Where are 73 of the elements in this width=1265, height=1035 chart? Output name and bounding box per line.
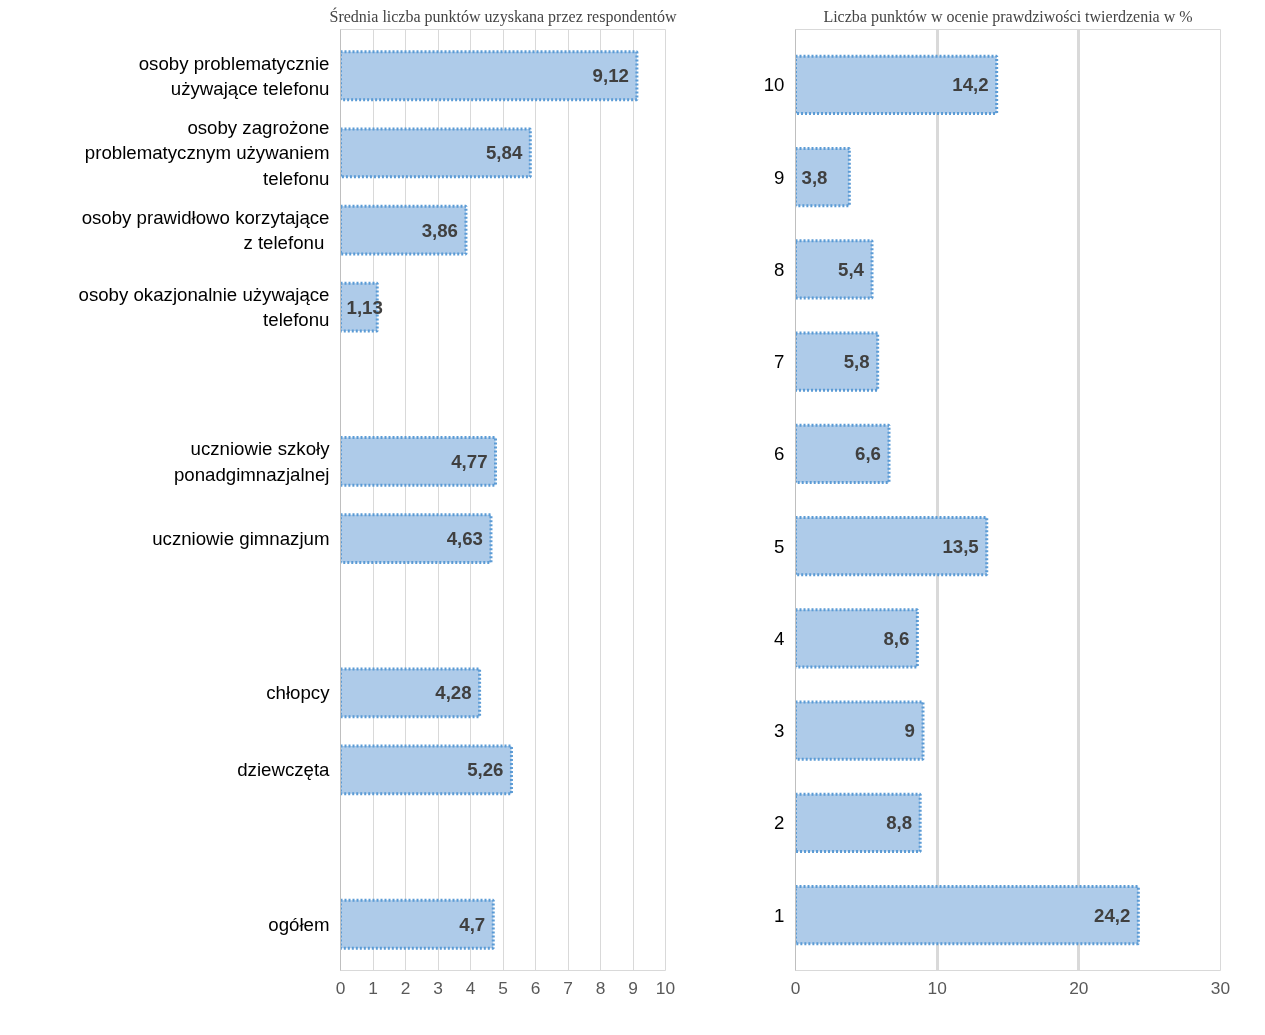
data-label: 4,77 [451,450,488,472]
y-tick-label: 4 [774,627,785,649]
y-tick-label: osoby zagrożone problematycznym używaniem telefonu [84,117,330,189]
bar [340,127,532,179]
y-tick-label: uczniowie szkoły ponadgimnazjalnej [173,438,331,485]
bar [795,792,922,853]
x-tick-label: 8 [595,977,606,998]
bar [795,516,989,577]
data-label: 1,13 [346,296,383,318]
data-label: 8,6 [883,627,910,649]
y-tick-label: 5 [774,535,785,557]
y-tick-label: chłopcy [266,682,331,704]
y-tick-label: 6 [774,443,785,465]
y-tick-label: osoby okazjonalnie używające telefonu [78,284,330,331]
data-label: 24,2 [1094,904,1131,926]
data-label: 4,7 [459,913,486,935]
x-tick-label: 2 [400,977,411,998]
bar [795,423,891,484]
y-tick-label: 2 [774,812,785,834]
data-label: 4,63 [446,528,483,550]
x-tick-label: 3 [433,977,443,998]
bar [340,667,482,719]
data-label: 8,8 [886,812,913,834]
x-tick-label: 0 [790,977,801,998]
bar [340,204,468,256]
y-tick-label: 8 [774,258,785,280]
data-label: 9,12 [592,65,629,87]
y-tick-label: ogółem [268,913,330,935]
data-label: 3,86 [421,219,458,241]
data-label: 4,28 [435,682,472,704]
data-label: 3,8 [801,166,828,188]
y-tick-label: 1 [774,904,785,926]
data-label: 13,5 [942,535,979,557]
bar [795,54,999,115]
x-tick-label: 4 [465,977,476,998]
y-tick-label: osoby problematycznie używające telefonu [138,52,330,99]
data-label: 5,84 [485,142,523,164]
x-tick-label: 9 [628,977,638,998]
chart-title: Średnia liczba punktów uzyskana przez respondentów [329,6,677,26]
y-tick-label: dziewczęta [237,759,331,781]
bar [795,239,874,300]
x-tick-label: 7 [563,977,573,998]
bar [340,898,495,950]
data-label: 14,2 [952,74,989,96]
bar [340,50,639,102]
bar [340,744,513,796]
data-label: 5,8 [843,351,870,373]
y-tick-label: osoby prawidłowo korzytające z telefonu [81,206,330,254]
y-tick-label: 3 [774,720,785,742]
x-tick-label: 10 [927,977,947,998]
bar [340,513,493,564]
y-tick-label: uczniowie gimnazjum [152,528,330,550]
bar [795,608,919,669]
x-tick-label: 6 [530,977,541,998]
y-tick-label: 7 [774,351,785,373]
data-label: 5,26 [467,759,504,781]
x-tick-label: 0 [335,977,346,998]
x-tick-label: 30 [1210,977,1231,998]
y-tick-label: 9 [774,166,785,188]
bar [795,147,851,208]
data-label: 6,6 [855,443,881,465]
data-label: 5,4 [838,258,865,280]
chart-title: Liczba punktów w ocenie prawdziwości twierdzenia w % [823,7,1193,26]
y-tick-label: 10 [763,74,785,96]
bar [340,436,498,487]
bar [795,885,1140,946]
bar [795,331,880,392]
bar [795,700,925,761]
x-tick-label: 1 [368,977,378,998]
x-tick-label: 5 [498,977,508,998]
data-label: 9 [904,720,916,742]
x-tick-label: 10 [655,977,676,998]
x-tick-label: 20 [1069,977,1089,998]
